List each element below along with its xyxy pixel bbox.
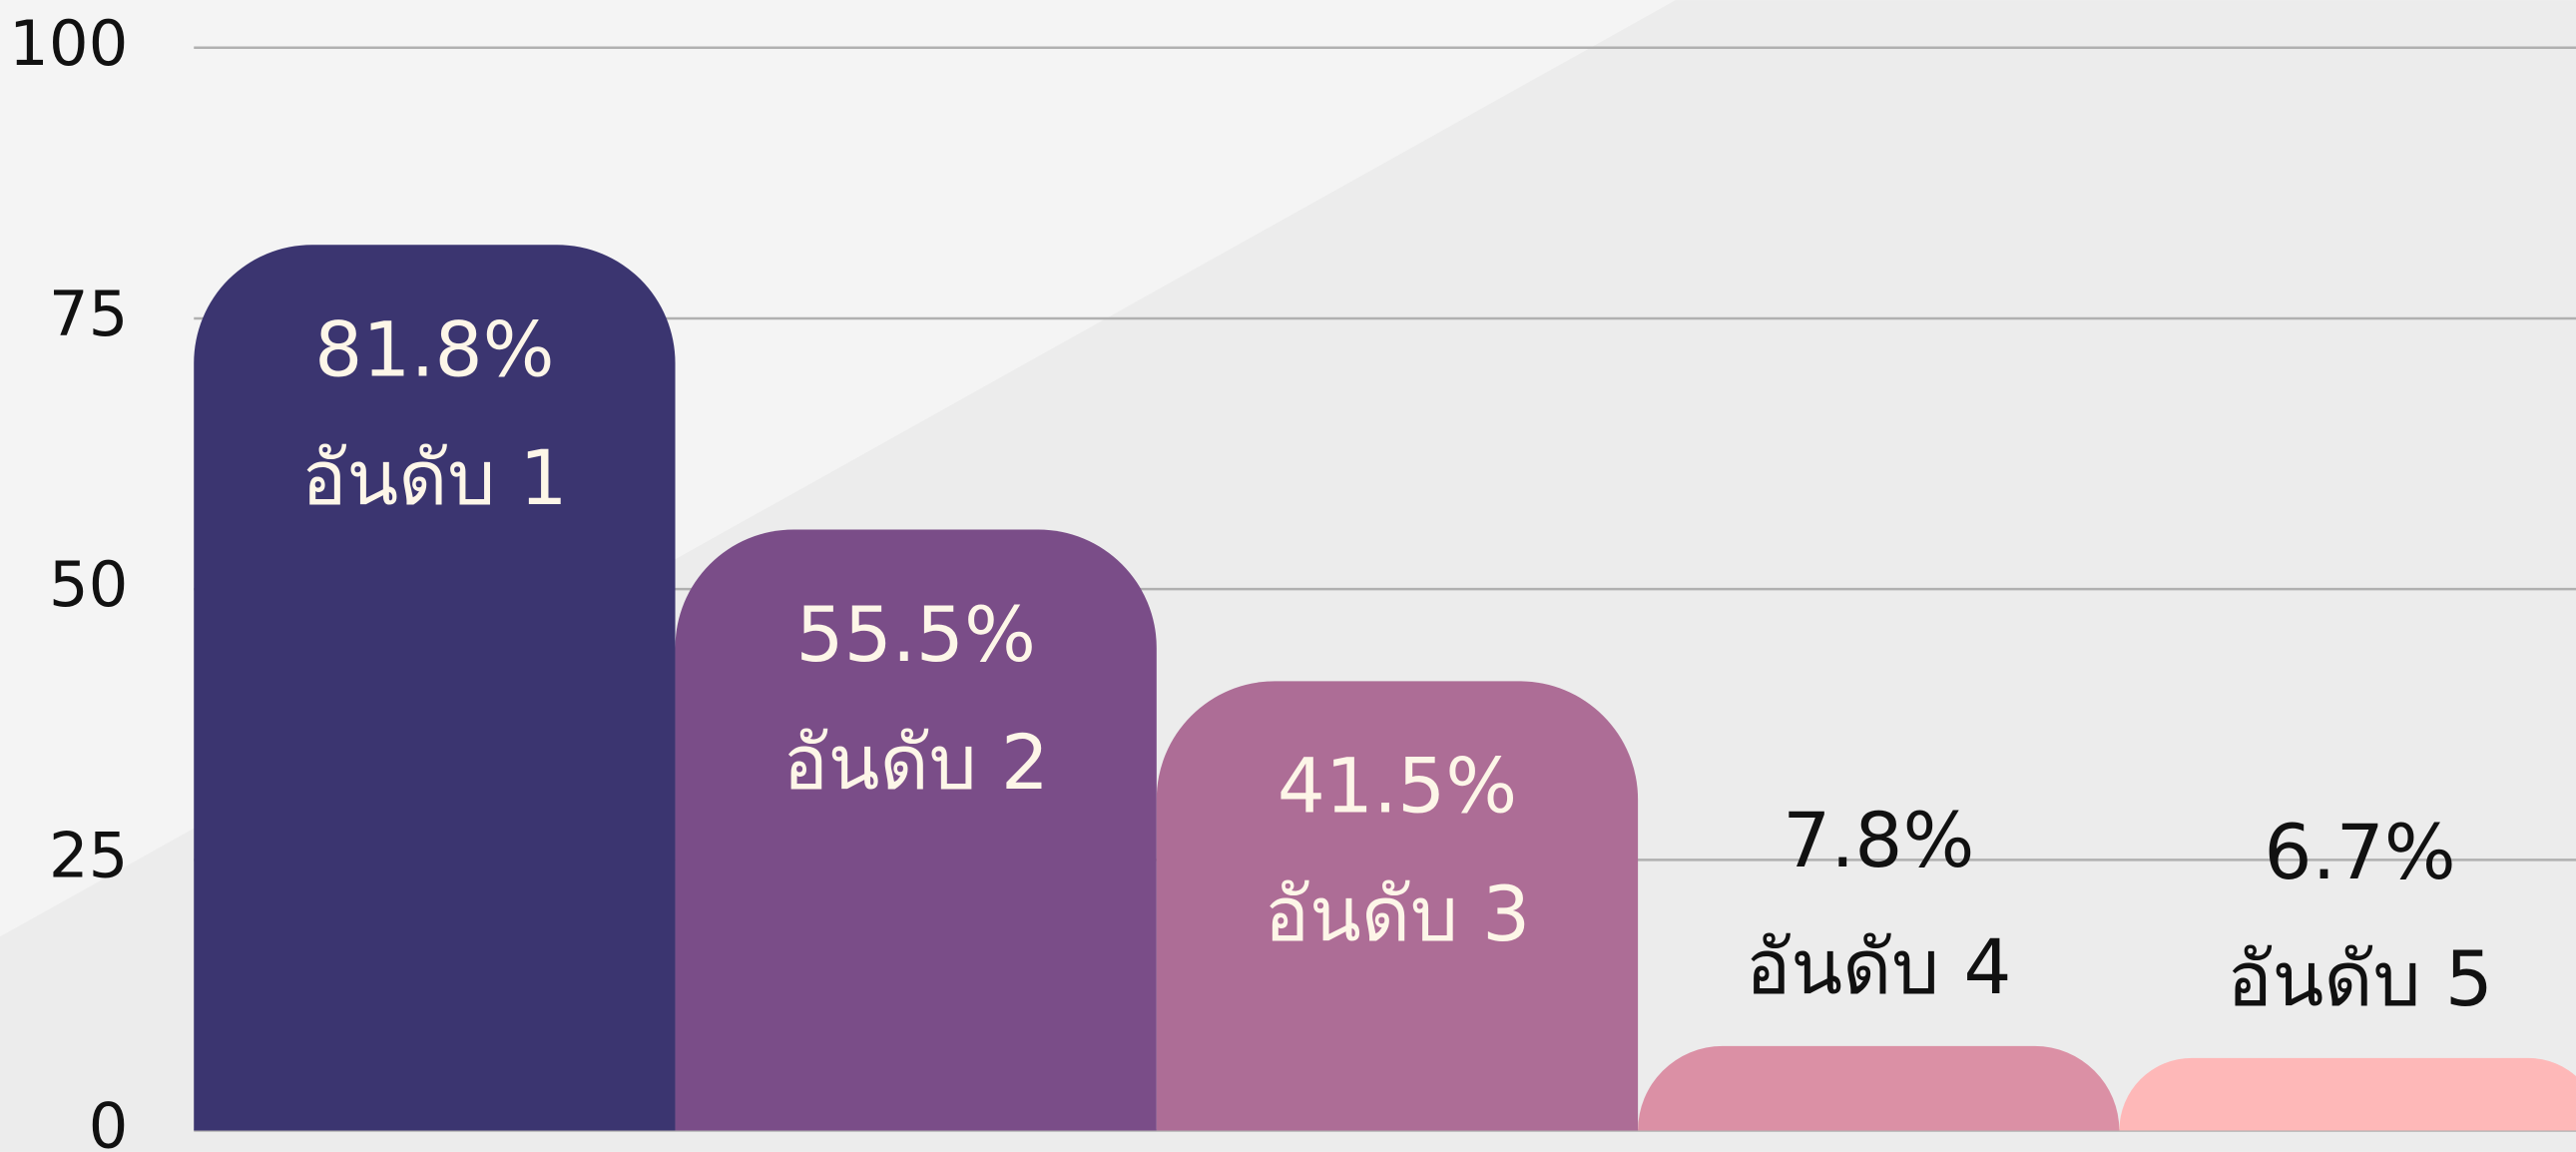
category-label: อันดับ 2 <box>782 719 1049 807</box>
y-tick-label: 50 <box>49 548 129 621</box>
y-tick-label: 0 <box>89 1090 129 1152</box>
y-tick-label: 100 <box>9 7 128 80</box>
category-label: อันดับ 5 <box>2227 935 2493 1023</box>
category-label: อันดับ 3 <box>1265 870 1531 958</box>
category-label: อันดับ 4 <box>1746 923 2012 1011</box>
value-label: 41.5% <box>1278 743 1518 831</box>
bar <box>675 529 1157 1131</box>
value-label: 81.8% <box>314 306 555 394</box>
bar <box>1638 1045 2120 1131</box>
bar <box>1156 681 1639 1131</box>
bar <box>2119 1057 2576 1131</box>
value-label: 7.8% <box>1783 797 1974 884</box>
value-label: 55.5% <box>795 591 1036 679</box>
y-tick-label: 75 <box>49 278 129 350</box>
bar <box>194 245 676 1131</box>
category-label: อันดับ 1 <box>301 434 568 522</box>
y-tick-label: 25 <box>49 819 129 891</box>
value-label: 6.7% <box>2264 809 2455 896</box>
